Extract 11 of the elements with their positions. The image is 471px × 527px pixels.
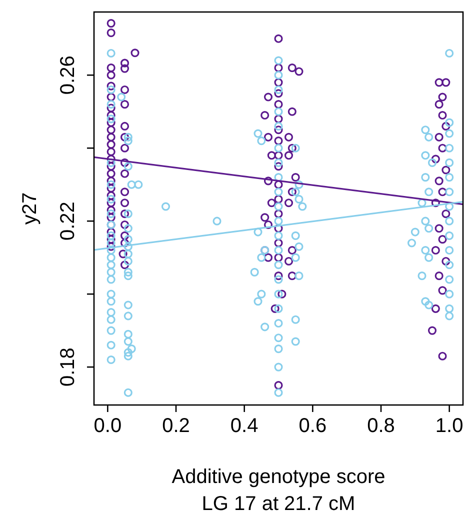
x-tick-label: 0.8 bbox=[367, 415, 395, 438]
x-tick-label: 0.0 bbox=[94, 415, 122, 438]
y-tick-label: 0.18 bbox=[57, 348, 79, 387]
y-tick-label: 0.22 bbox=[57, 202, 79, 241]
x-tick-label: 0.4 bbox=[230, 415, 258, 438]
x-tick-label: 0.2 bbox=[162, 415, 190, 438]
y-axis-title: y27 bbox=[19, 192, 41, 225]
x-tick-label: 0.6 bbox=[298, 415, 327, 438]
x-axis-title: Additive genotype score LG 17 at 21.7 cM bbox=[172, 466, 386, 515]
y-tick-label: 0.26 bbox=[57, 56, 79, 95]
x-tick-label: 1.0 bbox=[435, 415, 464, 438]
